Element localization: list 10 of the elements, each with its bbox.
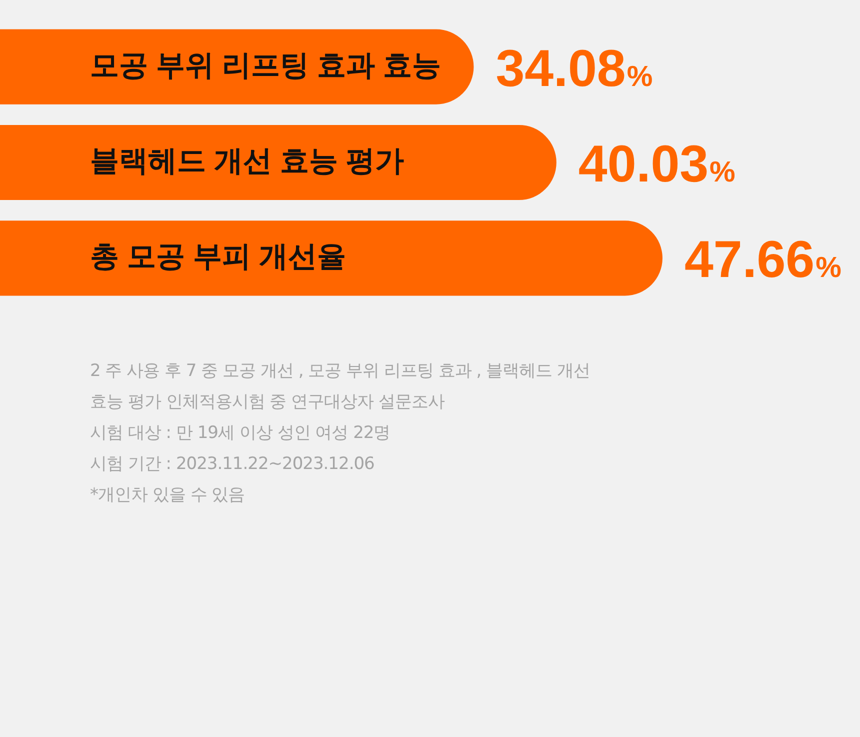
- data-label: 34.08%: [496, 40, 653, 98]
- y-tick-label: 블랙헤드 개선 효능 평가: [90, 146, 404, 178]
- y-tick-label: 모공 부위 리프팅 효과 효능: [90, 50, 442, 82]
- text: 2 주 사용 후 7 중 모공 개선 , 모공 부위 리프팅 효과 , 블랙헤드 개선 효능 평가 인체적용시험 중 연구대상자 설문조사: [90, 360, 591, 414]
- data-label: 47.66%: [684, 231, 842, 290]
- text: 시험 대상 : 만 19세 이상 성인 여성 22명: [90, 422, 392, 445]
- y-tick-label: 총 모공 부피 개선율: [90, 241, 346, 274]
- data-label: 40.03%: [578, 136, 736, 194]
- text: 시험 기간 : 2023.11.22~2023.12.06: [90, 453, 376, 476]
- text: *개인차 있을 수 있음: [90, 484, 246, 507]
